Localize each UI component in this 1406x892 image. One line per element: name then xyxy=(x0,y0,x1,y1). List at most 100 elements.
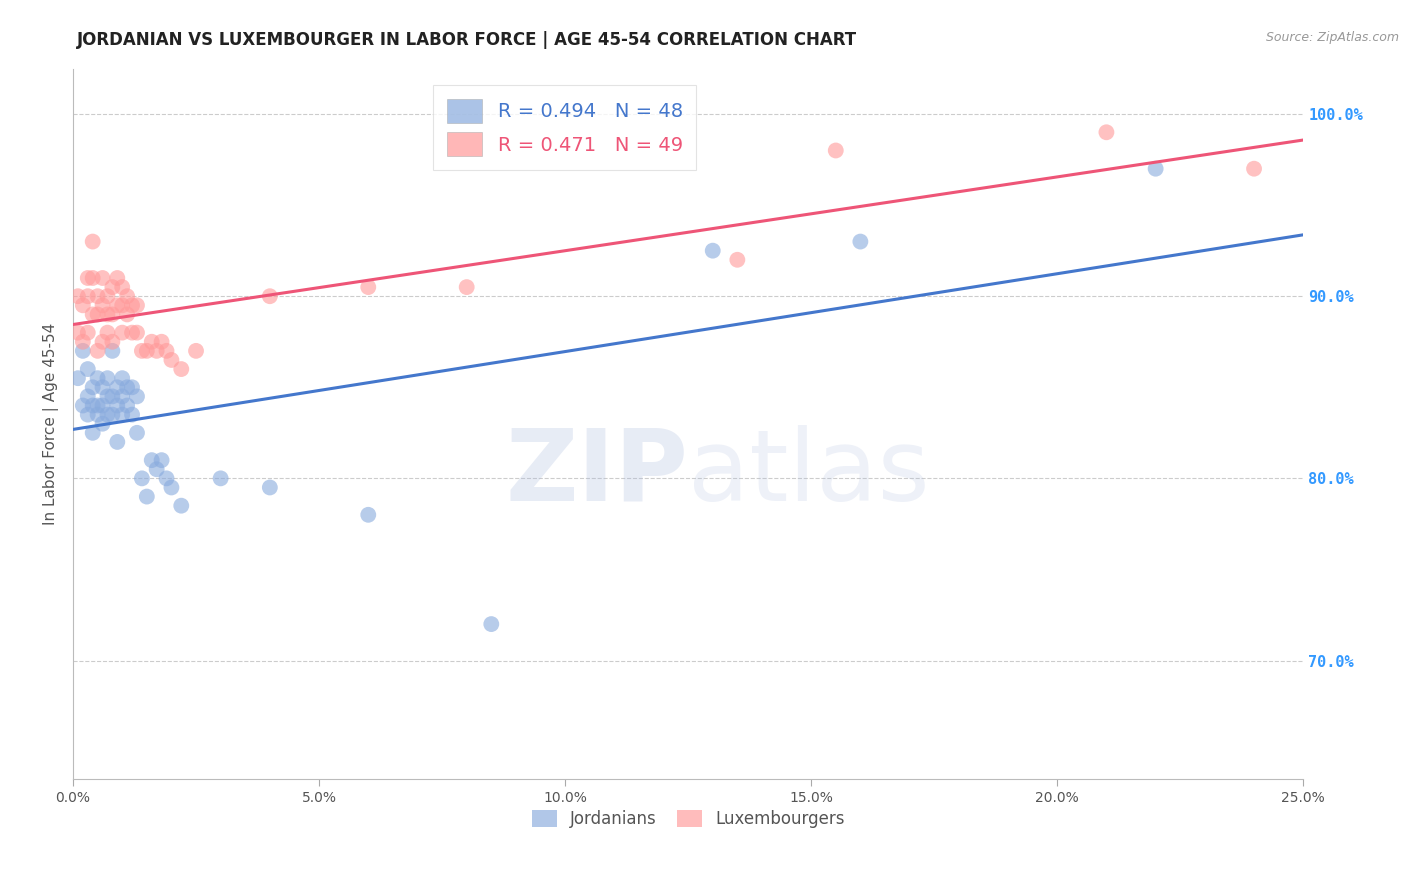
Point xyxy=(76,362,98,376)
Text: atlas: atlas xyxy=(688,425,929,522)
Point xyxy=(135,343,157,358)
Point xyxy=(76,271,98,285)
Point xyxy=(105,380,128,394)
Point xyxy=(76,326,98,340)
Point xyxy=(86,408,108,422)
Point xyxy=(105,399,128,413)
Point xyxy=(357,508,380,522)
Point xyxy=(105,434,128,449)
Point xyxy=(150,453,173,467)
Point xyxy=(82,399,104,413)
Point xyxy=(82,235,104,249)
Point xyxy=(115,380,138,394)
Point xyxy=(105,271,128,285)
Point xyxy=(111,280,134,294)
Point xyxy=(91,380,114,394)
Point xyxy=(96,371,118,385)
Point xyxy=(160,480,183,494)
Point xyxy=(96,408,118,422)
Point xyxy=(725,252,748,267)
Point xyxy=(121,326,143,340)
Point xyxy=(72,334,94,349)
Point xyxy=(91,399,114,413)
Point xyxy=(115,399,138,413)
Point xyxy=(86,371,108,385)
Point xyxy=(121,380,143,394)
Point xyxy=(105,298,128,312)
Point xyxy=(86,343,108,358)
Point xyxy=(111,298,134,312)
Point xyxy=(96,307,118,321)
Point xyxy=(155,343,177,358)
Y-axis label: In Labor Force | Age 45-54: In Labor Force | Age 45-54 xyxy=(44,323,59,524)
Point xyxy=(86,289,108,303)
Point xyxy=(150,334,173,349)
Point xyxy=(131,343,153,358)
Point xyxy=(121,298,143,312)
Point xyxy=(96,326,118,340)
Point xyxy=(91,334,114,349)
Text: JORDANIAN VS LUXEMBOURGER IN LABOR FORCE | AGE 45-54 CORRELATION CHART: JORDANIAN VS LUXEMBOURGER IN LABOR FORCE… xyxy=(77,31,858,49)
Point xyxy=(111,326,134,340)
Point xyxy=(160,353,183,368)
Point xyxy=(1243,161,1265,176)
Point xyxy=(702,244,724,258)
Point xyxy=(121,408,143,422)
Point xyxy=(849,235,872,249)
Point xyxy=(259,289,281,303)
Point xyxy=(66,326,89,340)
Point xyxy=(76,408,98,422)
Point xyxy=(86,307,108,321)
Point xyxy=(101,280,124,294)
Point xyxy=(111,408,134,422)
Point xyxy=(259,480,281,494)
Point xyxy=(76,389,98,403)
Point xyxy=(131,471,153,485)
Point xyxy=(86,399,108,413)
Point xyxy=(66,289,89,303)
Point xyxy=(824,144,846,158)
Text: Source: ZipAtlas.com: Source: ZipAtlas.com xyxy=(1265,31,1399,45)
Point xyxy=(1144,161,1167,176)
Point xyxy=(72,298,94,312)
Point xyxy=(82,307,104,321)
Point xyxy=(170,499,193,513)
Point xyxy=(125,326,148,340)
Point xyxy=(96,389,118,403)
Point xyxy=(125,425,148,440)
Point xyxy=(135,490,157,504)
Point xyxy=(115,289,138,303)
Point xyxy=(72,343,94,358)
Point xyxy=(91,417,114,431)
Point xyxy=(66,371,89,385)
Point xyxy=(111,371,134,385)
Point xyxy=(141,453,163,467)
Point xyxy=(111,389,134,403)
Point xyxy=(184,343,207,358)
Point xyxy=(1095,125,1118,139)
Text: ZIP: ZIP xyxy=(505,425,688,522)
Point xyxy=(76,289,98,303)
Point xyxy=(456,280,478,294)
Point xyxy=(101,334,124,349)
Point xyxy=(101,389,124,403)
Point xyxy=(145,462,167,476)
Point xyxy=(91,271,114,285)
Point xyxy=(125,389,148,403)
Point xyxy=(82,425,104,440)
Point xyxy=(125,298,148,312)
Point xyxy=(209,471,232,485)
Point xyxy=(145,343,167,358)
Point xyxy=(82,271,104,285)
Point xyxy=(141,334,163,349)
Point xyxy=(91,298,114,312)
Legend: Jordanians, Luxembourgers: Jordanians, Luxembourgers xyxy=(524,803,851,835)
Point xyxy=(170,362,193,376)
Point xyxy=(72,399,94,413)
Point xyxy=(96,289,118,303)
Point xyxy=(101,307,124,321)
Point xyxy=(82,380,104,394)
Point xyxy=(479,617,502,632)
Point xyxy=(101,343,124,358)
Point xyxy=(101,408,124,422)
